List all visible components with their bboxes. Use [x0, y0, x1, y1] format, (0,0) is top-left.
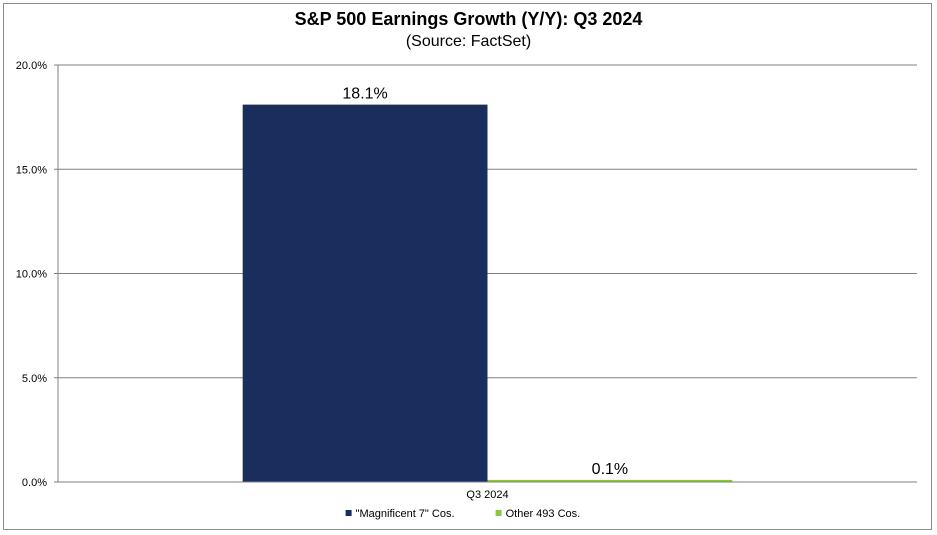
chart-title: S&P 500 Earnings Growth (Y/Y): Q3 2024: [294, 9, 643, 29]
legend-swatch: [345, 510, 352, 516]
y-tick-label: 15.0%: [16, 164, 47, 176]
legend-label: Other 493 Cos.: [506, 508, 581, 520]
bars: [242, 104, 733, 483]
bar: [242, 104, 488, 483]
chart-subtitle: (Source: FactSet): [405, 33, 532, 50]
y-tick-label: 10.0%: [16, 269, 47, 281]
y-tick-label: 20.0%: [16, 60, 47, 72]
data-label: 0.1%: [592, 461, 628, 478]
bar: [487, 479, 733, 482]
legend-label: "Magnificent 7" Cos.: [356, 508, 455, 520]
x-axis-ticks: Q3 2024: [466, 489, 508, 501]
x-tick-label: Q3 2024: [466, 489, 508, 501]
data-label: 18.1%: [342, 86, 387, 103]
data-labels: 18.1% 0.1%: [342, 86, 628, 478]
legend: "Magnificent 7" Cos. Other 493 Cos.: [345, 508, 581, 520]
y-axis-ticks: 0.0% 5.0% 10.0% 15.0% 20.0%: [16, 60, 58, 489]
legend-swatch: [495, 510, 502, 516]
y-tick-label: 5.0%: [22, 373, 47, 385]
y-tick-label: 0.0%: [22, 477, 47, 489]
